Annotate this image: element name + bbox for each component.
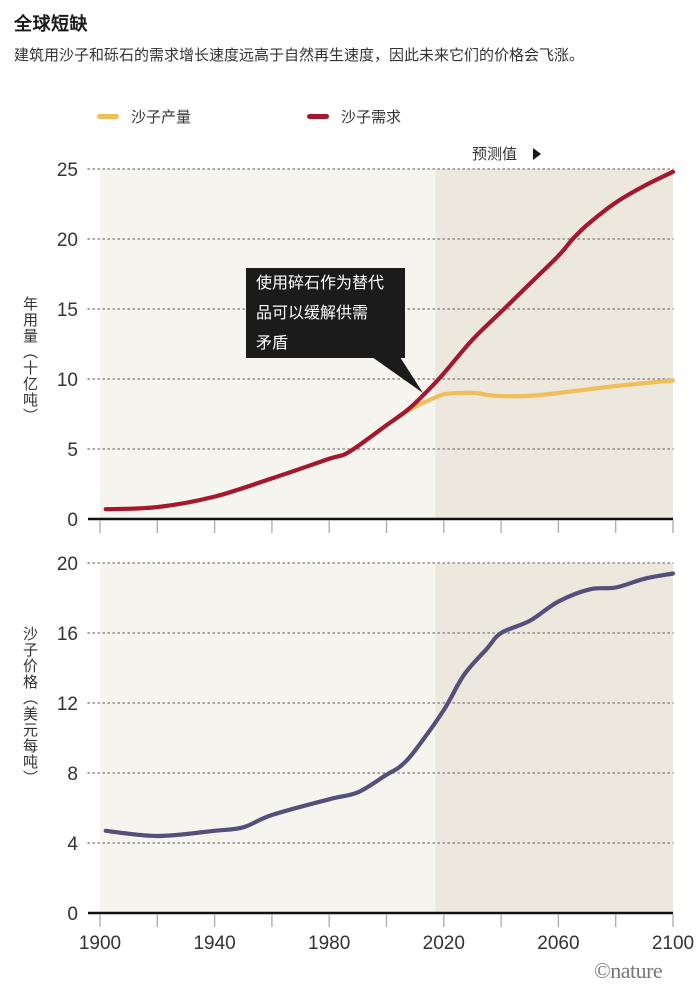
series-line-price (103, 571, 676, 839)
legend-swatch-production-icon (97, 114, 119, 119)
y-tick-label: 0 (67, 510, 78, 531)
y-tick-label: 10 (57, 370, 78, 391)
top-chart: 0 5 10 15 20 25 (57, 160, 676, 533)
y-tick-label: 8 (67, 764, 78, 785)
callout-line: 品可以缓解供需 (256, 303, 369, 322)
callout-pointer-icon (372, 357, 423, 393)
callout-line: 使用碎石作为替代 (256, 273, 385, 292)
legend-item-demand: 沙子需求 (307, 106, 401, 127)
x-tick-label: 1900 (79, 933, 121, 954)
legend-item-production: 沙子产量 (97, 106, 191, 127)
legend-swatch-demand-icon (307, 114, 329, 119)
chart-title: 全球短缺 (14, 14, 88, 35)
y-tick-label: 16 (57, 624, 78, 645)
chart-subtitle: 建筑用沙子和砾石的需求增长速度远高于自然再生速度，因此未来它们的价格会飞涨。 (14, 46, 585, 64)
forecast-background (435, 563, 673, 913)
y-tick-label: 15 (57, 300, 78, 321)
x-tick-label: 1940 (193, 933, 235, 954)
legend-label: 沙子需求 (341, 108, 402, 126)
y-tick-label: 20 (57, 230, 78, 251)
x-tick-label: 2060 (537, 933, 579, 954)
annotation-callout: 使用碎石作为替代 品可以缓解供需 矛盾 (246, 268, 405, 358)
forecast-background (435, 169, 673, 519)
bottom-chart-ylabel: 沙子价格（美元每吨） (21, 626, 39, 786)
forecast-label: 预测值 (472, 145, 518, 163)
forecast-arrow-icon (533, 148, 541, 160)
historical-background (100, 563, 436, 913)
y-tick-label: 4 (67, 834, 78, 855)
legend-label: 沙子产量 (131, 108, 192, 126)
nature-credit-logo: ©nature (594, 958, 663, 983)
y-tick-label: 5 (67, 440, 78, 461)
y-tick-label: 20 (57, 554, 78, 575)
x-tick-label: 2020 (423, 933, 465, 954)
series-line-demand (103, 169, 676, 512)
bottom-chart: 0 4 8 12 16 20 1900 1940 1980 2020 2060 2100 (57, 554, 694, 954)
y-tick-label: 12 (57, 694, 78, 715)
y-tick-label: 0 (67, 904, 78, 925)
top-chart-ylabel: 年用量（十亿吨） (21, 296, 39, 424)
x-tick-label: 2100 (652, 933, 694, 954)
callout-line: 矛盾 (256, 333, 289, 352)
y-tick-label: 25 (57, 160, 78, 181)
x-tick-label: 1980 (308, 933, 350, 954)
